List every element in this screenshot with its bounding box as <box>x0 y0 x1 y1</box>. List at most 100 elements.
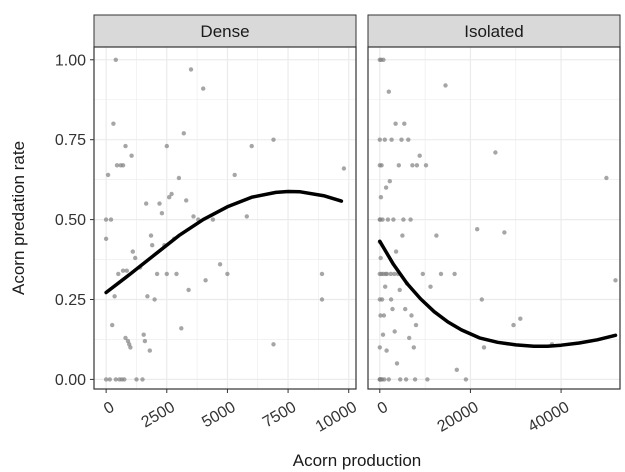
strip-dense <box>93 14 357 48</box>
data-point-dense <box>145 294 150 299</box>
data-point-isolated <box>385 217 391 222</box>
data-point-isolated <box>414 163 420 168</box>
data-point-dense <box>110 322 115 328</box>
data-point-isolated <box>383 284 388 289</box>
x-tick-label-isolated: 20000 <box>435 399 482 436</box>
data-point-isolated <box>463 377 469 382</box>
data-point-dense <box>169 191 174 197</box>
data-point-dense <box>103 377 109 382</box>
data-point-dense <box>103 217 109 222</box>
data-point-isolated <box>428 284 433 289</box>
y-axis-title: Acorn predation rate <box>9 141 28 295</box>
data-point-isolated <box>402 121 407 126</box>
data-point-dense <box>152 297 157 302</box>
data-point-isolated <box>378 313 383 318</box>
points-isolated <box>377 57 618 382</box>
data-point-dense <box>111 121 116 126</box>
data-point-isolated <box>384 348 389 353</box>
data-point-isolated <box>386 377 391 382</box>
data-point-dense <box>319 297 325 302</box>
data-point-dense <box>186 287 191 293</box>
data-point-isolated <box>392 329 397 334</box>
data-point-isolated <box>381 57 386 62</box>
data-point-isolated <box>403 306 408 312</box>
data-point-dense <box>124 268 129 273</box>
fit-curve-dense <box>104 189 344 295</box>
strip-label-isolated: Isolated <box>464 22 524 41</box>
data-point-dense <box>164 271 169 277</box>
data-point-dense <box>232 172 237 178</box>
data-point-dense <box>128 345 133 350</box>
data-point-dense <box>114 163 120 168</box>
data-point-dense <box>184 198 189 203</box>
data-point-isolated <box>400 233 405 238</box>
data-point-isolated <box>475 227 480 232</box>
data-point-isolated <box>380 332 386 337</box>
y-tick-label: 0.75 <box>55 132 86 149</box>
data-point-dense <box>176 175 182 181</box>
data-point-isolated <box>379 163 384 168</box>
data-point-dense <box>103 236 109 241</box>
data-point-dense <box>120 163 126 168</box>
data-point-dense <box>122 377 127 382</box>
data-point-dense <box>148 233 154 238</box>
data-point-dense <box>140 377 145 382</box>
data-point-dense <box>108 217 114 222</box>
data-point-isolated <box>388 297 394 302</box>
data-point-dense <box>120 268 126 273</box>
data-point-isolated <box>378 255 383 261</box>
data-point-dense <box>174 271 179 277</box>
gridlines-isolated <box>368 47 620 389</box>
data-point-dense <box>201 86 206 91</box>
data-point-isolated <box>398 377 403 382</box>
data-point-isolated <box>410 163 415 168</box>
data-point-isolated <box>388 271 393 277</box>
data-point-dense <box>271 342 276 347</box>
data-point-isolated <box>406 137 411 142</box>
data-point-dense <box>244 214 249 219</box>
data-point-isolated <box>479 297 484 302</box>
strip-isolated <box>367 14 621 48</box>
data-point-isolated <box>393 121 398 126</box>
data-point-isolated <box>384 271 390 277</box>
data-point-isolated <box>397 287 402 293</box>
data-point-isolated <box>381 313 387 318</box>
y-tick-label: 1.00 <box>55 52 86 69</box>
data-point-dense <box>271 137 276 142</box>
data-point-isolated <box>393 249 399 254</box>
x-axis-title: Acorn production <box>293 451 422 470</box>
x-tick-label-isolated: 0 <box>375 399 391 418</box>
data-point-isolated <box>413 322 419 328</box>
data-point-dense <box>191 214 196 219</box>
y-tick-label: 0.50 <box>55 212 86 229</box>
data-point-isolated <box>390 306 395 312</box>
data-point-dense <box>210 217 216 222</box>
data-point-isolated <box>604 175 609 181</box>
y-axis: 0.00 0.25 0.50 0.75 1.00 <box>55 52 94 389</box>
panel-frame-dense <box>93 46 357 390</box>
data-point-isolated <box>613 278 618 283</box>
data-point-dense <box>157 201 162 206</box>
data-point-dense <box>112 294 117 299</box>
data-point-isolated <box>452 271 457 277</box>
data-point-isolated <box>386 89 391 94</box>
data-point-dense <box>113 57 119 62</box>
data-point-isolated <box>401 217 406 222</box>
data-point-dense <box>225 271 230 277</box>
plot-bg-isolated <box>368 47 620 389</box>
x-tick-label-isolated: 40000 <box>525 399 572 436</box>
x-tick-label-dense: 10000 <box>313 399 360 436</box>
data-point-isolated <box>411 345 416 350</box>
x-ticks-dense: 0 2500 5000 7500 10000 <box>101 389 360 436</box>
data-point-isolated <box>379 297 385 302</box>
data-point-dense <box>188 67 194 72</box>
data-point-dense <box>134 377 139 382</box>
data-point-dense <box>123 335 128 341</box>
data-point-isolated <box>481 345 487 350</box>
data-point-dense <box>181 131 186 136</box>
x-tick-label-dense: 7500 <box>260 399 299 432</box>
data-point-isolated <box>403 377 409 382</box>
points-dense <box>103 57 347 382</box>
data-point-dense <box>319 271 325 277</box>
